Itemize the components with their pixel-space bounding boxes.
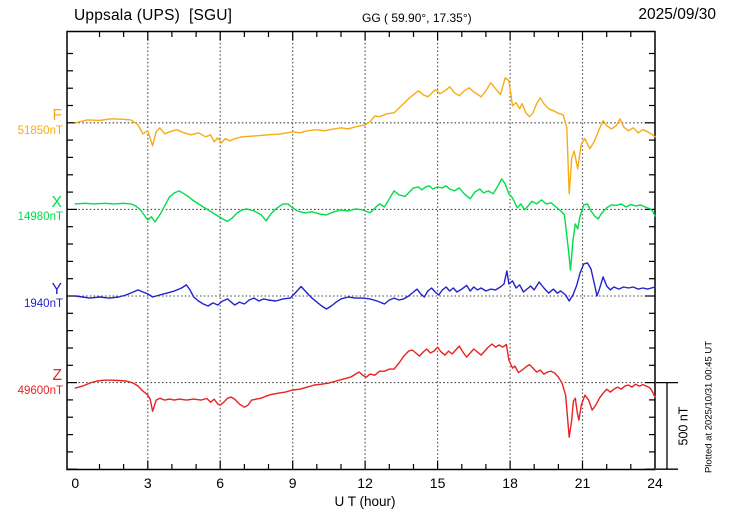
component-label-Z: Z <box>52 367 62 385</box>
trace-Z <box>74 343 656 438</box>
station-title: Uppsala (UPS) [SGU] <box>74 7 233 24</box>
component-baseline-value-Z: 49600nT <box>17 384 63 397</box>
x-tick-label-15: 15 <box>429 475 446 491</box>
x-tick-label-0: 0 <box>71 475 80 491</box>
scale-bar <box>656 381 678 470</box>
component-baseline-value-Y: 1940nT <box>23 298 63 310</box>
x-tick-label-21: 21 <box>574 475 591 491</box>
x-tick-label-3: 3 <box>143 475 152 491</box>
x-tick-label-12: 12 <box>357 475 373 491</box>
scale-bar-label: 500 nT <box>676 406 691 446</box>
geographic-coordinates: GG ( 59.90°, 17.35°) <box>362 11 472 25</box>
x-tick-label-18: 18 <box>502 475 518 491</box>
plotted-at-note: Plotted at 2025/10/31 00:45 UT <box>703 340 715 474</box>
x-axis-title: U T (hour) <box>334 494 396 509</box>
observation-date: 2025/09/30 <box>638 6 716 23</box>
plot-frame <box>66 30 656 471</box>
component-baseline-value-F: 51850nT <box>17 124 63 137</box>
x-tick-label-6: 6 <box>216 475 225 491</box>
component-label-Y: Y <box>51 280 62 298</box>
trace-X <box>74 178 656 271</box>
component-label-F: F <box>52 107 62 125</box>
component-label-X: X <box>51 193 62 211</box>
trace-F <box>74 77 656 195</box>
trace-Y <box>74 262 656 310</box>
x-tick-label-24: 24 <box>647 475 663 491</box>
component-baseline-value-X: 14980nT <box>17 211 63 224</box>
x-tick-label-9: 9 <box>288 475 297 491</box>
